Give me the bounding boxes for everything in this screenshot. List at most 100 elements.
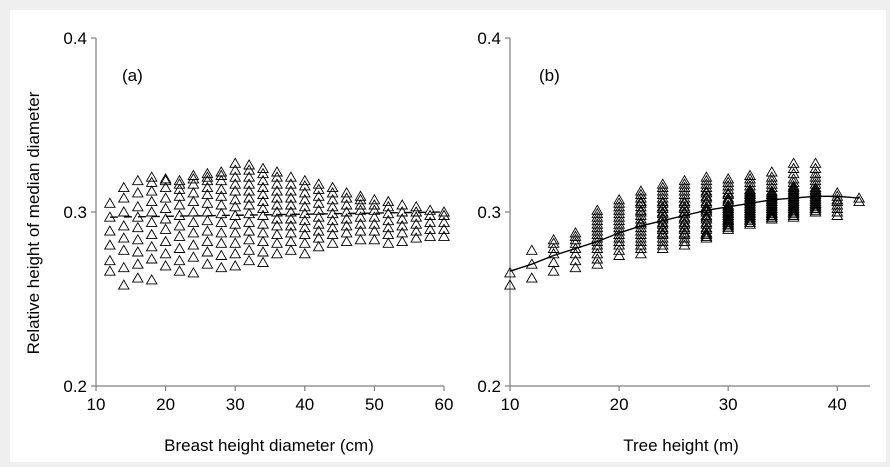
panel-b-data-point bbox=[613, 244, 626, 255]
panel-a-data-point bbox=[187, 169, 200, 180]
panel-a-data-point bbox=[215, 237, 228, 248]
panel-a-data-point bbox=[271, 171, 283, 182]
panel-a-data-point bbox=[410, 200, 423, 212]
panel-b-data-point bbox=[613, 200, 626, 212]
panel-b-data-point bbox=[591, 211, 604, 222]
panel-b-data-point bbox=[787, 204, 800, 215]
panel-b-data-point bbox=[809, 200, 822, 212]
panel-b-data-point bbox=[700, 227, 713, 238]
panel-b-data-point bbox=[765, 181, 778, 193]
panel-b-data-point bbox=[831, 202, 844, 213]
panel-b-data-point bbox=[831, 195, 844, 207]
panel-a-x-tick-label: 60 bbox=[435, 395, 454, 414]
panel-b-data-point bbox=[744, 195, 756, 207]
panel-a-data-point bbox=[340, 213, 353, 224]
panel-a-data-point bbox=[215, 174, 228, 186]
panel-a-data-point bbox=[424, 209, 437, 220]
panel-b-x-tick-label: 10 bbox=[501, 395, 520, 414]
panel-b-data-point bbox=[809, 192, 822, 203]
panel-b-data-point bbox=[678, 195, 691, 207]
panel-b-data-point bbox=[678, 235, 691, 247]
panel-a-data-point bbox=[103, 197, 116, 208]
panel-a-data-point bbox=[382, 237, 395, 248]
panel-b-data-point bbox=[765, 166, 778, 177]
panel-b-data-point bbox=[547, 265, 560, 276]
panel-b-data-point bbox=[744, 183, 756, 194]
panel-a-data-point bbox=[103, 211, 116, 222]
panel-b-data-point bbox=[547, 256, 560, 267]
panel-a-data-point bbox=[131, 211, 144, 222]
panel-b-data-point bbox=[613, 204, 626, 215]
panel-a-data-point bbox=[243, 159, 256, 170]
panel-a-data-point bbox=[354, 199, 367, 210]
panel-a-data-point bbox=[243, 233, 256, 245]
panel-a-data-point bbox=[298, 228, 311, 240]
panel-a-y-axis-title: Relative height of median diameter bbox=[24, 91, 43, 355]
panel-a-data-point bbox=[117, 192, 130, 203]
panel-a-data-point bbox=[243, 216, 256, 227]
panel-a-data-point bbox=[117, 244, 130, 255]
panel-a-data-point bbox=[243, 254, 256, 266]
panel-a-data-point bbox=[312, 178, 325, 189]
panel-a-data-point bbox=[243, 244, 256, 255]
panel-b-data-point bbox=[547, 242, 560, 253]
panel-b-data-point bbox=[656, 185, 669, 196]
panel-a-data-point bbox=[271, 199, 283, 210]
panel-a-x-tick-label: 50 bbox=[365, 395, 384, 414]
panel-a-data-point bbox=[284, 235, 297, 247]
panel-b-data-point bbox=[700, 200, 713, 212]
panel-a-data-point bbox=[257, 246, 269, 257]
panel-b-x-tick-label: 20 bbox=[610, 395, 629, 414]
panel-a-data-point bbox=[187, 195, 200, 207]
panel-b-data-point bbox=[613, 235, 626, 247]
panel-a-data-point bbox=[298, 187, 311, 198]
panel-a-data-point bbox=[159, 192, 172, 203]
panel-b-data-point bbox=[678, 206, 691, 217]
panel-a-data-point bbox=[215, 183, 228, 194]
panel-a-data-point bbox=[117, 220, 130, 231]
panel-b-data-point bbox=[634, 209, 647, 220]
panel-b-data-point bbox=[678, 235, 691, 247]
panel-b-data-point bbox=[634, 200, 647, 212]
panel-b-data-point bbox=[613, 214, 626, 226]
panel-b-data-point bbox=[765, 211, 778, 222]
panel-a-data-point bbox=[257, 256, 269, 267]
panel-b-data-point bbox=[634, 192, 647, 203]
panel-b-data-point bbox=[831, 187, 844, 198]
panel-b-data-point bbox=[744, 176, 756, 187]
panel-b-data-point bbox=[634, 239, 647, 250]
panel-a-data-point bbox=[215, 261, 228, 273]
panel-a-data-point bbox=[326, 228, 339, 240]
panel-a-data-point bbox=[396, 235, 409, 247]
panel-b-data-point bbox=[831, 209, 844, 220]
panel-a-data-point bbox=[326, 214, 339, 226]
panel-a-data-point bbox=[145, 206, 158, 217]
panel-b-data-point bbox=[722, 200, 735, 212]
panel-b-data-point bbox=[678, 192, 691, 203]
panel-b-data-point bbox=[787, 185, 800, 196]
panel-a-data-point bbox=[131, 246, 144, 257]
panel-a-data-point bbox=[271, 185, 283, 196]
panel-a-data-point bbox=[187, 216, 200, 227]
panel-b-data-point bbox=[656, 235, 669, 247]
panel-b-data-point bbox=[591, 207, 604, 219]
panel-a-data-point bbox=[201, 171, 214, 182]
panel-b-data-point bbox=[656, 202, 669, 213]
panel-a-data-point bbox=[312, 211, 325, 222]
panel-b-data-point bbox=[656, 228, 669, 240]
panel-b-data-point bbox=[809, 195, 822, 207]
panel-b-data-point bbox=[809, 171, 822, 182]
panel-a-data-point bbox=[159, 173, 172, 184]
panel-b-data-point bbox=[634, 228, 647, 240]
panel-b-data-point bbox=[656, 181, 669, 193]
panel-b-data-point bbox=[656, 192, 669, 203]
panel-b-data-point bbox=[700, 228, 713, 240]
panel-b-data-point bbox=[591, 225, 604, 236]
panel-a-data-point bbox=[410, 225, 423, 236]
panel-b-data-point bbox=[722, 218, 735, 229]
panel-a-data-point bbox=[271, 213, 283, 224]
panel-b-data-point bbox=[613, 197, 626, 208]
panel-b-data-point bbox=[700, 192, 713, 203]
panel-b-data-point bbox=[569, 242, 582, 253]
panel-a-data-point bbox=[326, 187, 339, 198]
